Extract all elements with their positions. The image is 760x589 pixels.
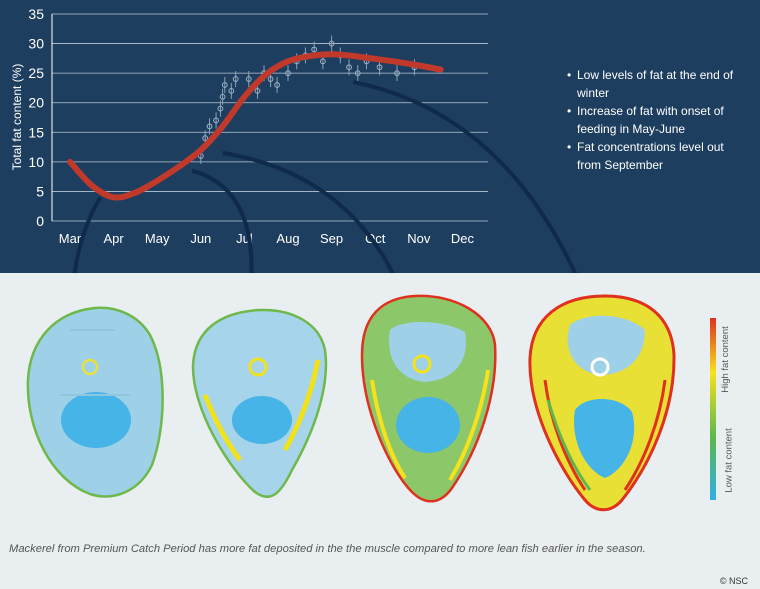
data-point [346,64,352,71]
y-tick-label: 25 [28,65,44,81]
data-point [221,82,228,88]
fish-scans [26,294,716,512]
x-tick-label: Dec [451,231,475,246]
x-tick-label: Jun [190,231,211,246]
data-point [217,105,224,112]
pointer-arrow [72,196,103,273]
data-point [394,70,400,77]
x-tick-label: Apr [103,231,124,246]
data-point [274,82,281,88]
data-point [213,117,219,124]
data-point [319,58,326,65]
fat-trend-line [67,51,444,201]
y-tick-label: 20 [28,95,44,111]
x-tick-label: Nov [407,231,431,246]
data-point [206,123,213,130]
y-tick-label: 0 [36,213,44,229]
pointer-arrow [191,168,254,273]
figure-caption: Mackerel from Premium Catch Period has m… [9,543,646,555]
data-point [376,64,383,71]
insight-item: Increase of fat with onset of feeding in… [565,102,750,138]
insight-item: Fat concentrations level out from Septem… [565,138,750,174]
legend-low-label: Low fat content [723,428,735,493]
x-tick-label: May [145,231,170,246]
fish-scan-october [528,294,676,512]
data-point [245,76,252,82]
fish-scan-june [191,308,328,498]
y-tick-label: 35 [28,6,44,22]
fat-scale-bar [710,318,716,500]
copyright-notice: © NSC [719,576,748,586]
data-point [328,40,335,47]
y-tick-label: 5 [36,183,44,199]
y-axis-label: Total fat content (%) [10,63,24,171]
x-tick-label: Sep [320,231,343,246]
x-tick-label: Aug [276,231,299,246]
data-point [354,70,361,77]
y-tick-label: 30 [28,36,44,52]
y-tick-label: 15 [28,124,44,140]
data-point [228,87,235,94]
fish-scan-august [360,294,497,503]
data-point [311,46,318,53]
fish-scan-march [26,306,164,498]
data-point [202,135,209,142]
data-point [267,76,274,82]
pointer-arrow [352,80,578,273]
pointer-arrow [222,151,395,273]
y-tick-label: 10 [28,154,44,170]
insight-list: Low levels of fat at the end of winter I… [565,66,750,174]
data-point [232,76,239,82]
insight-item: Low levels of fat at the end of winter [565,66,750,102]
legend-high-label: High fat content [719,326,731,393]
x-tick-label: Mar [59,231,82,246]
data-point [219,93,226,100]
data-point [285,70,291,77]
data-point [254,87,261,94]
